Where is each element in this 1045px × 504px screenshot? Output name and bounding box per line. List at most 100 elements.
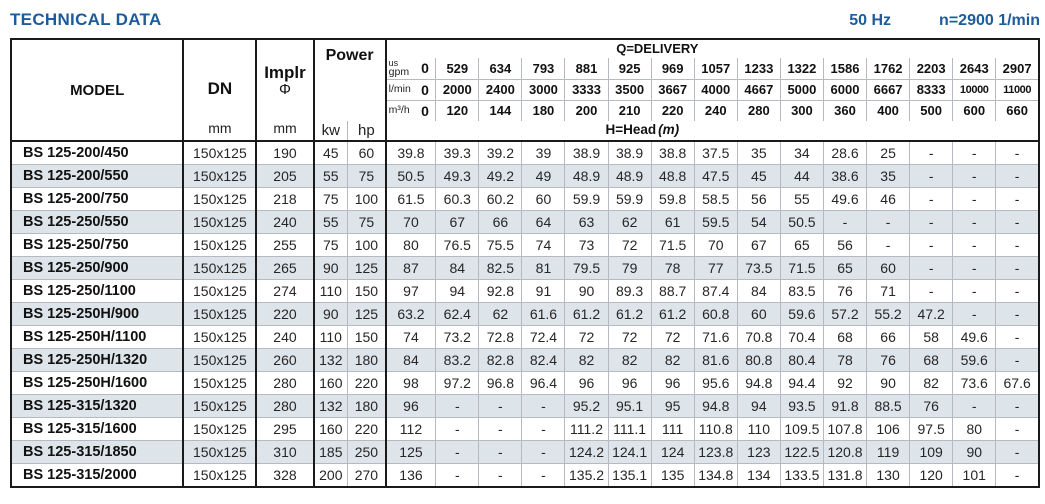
- head-label: H=Head: [605, 122, 657, 137]
- flow-value-cell: 220: [650, 99, 695, 121]
- head-value-cell: 35: [736, 140, 781, 165]
- model-cell: BS 125-315/2000: [11, 463, 184, 487]
- head-value-cell: 83.2: [435, 348, 479, 372]
- head-value-cell: 38.8: [650, 140, 695, 165]
- head-value-cell: 76: [909, 394, 953, 418]
- head-value-cell: -: [909, 140, 953, 165]
- hp-cell: 125: [347, 302, 386, 326]
- table-row: BS 125-250H/1320 150x125 260 132 180 84 83.2 82…: [11, 348, 1039, 372]
- head-value-cell: 39.3: [435, 140, 479, 165]
- flow-value-cell: 2000: [435, 78, 479, 100]
- table-row: BS 125-250/550 150x125 240 55 75 70 67 66 64 63 62…: [11, 210, 1039, 234]
- head-value-cell: -: [909, 256, 953, 280]
- head-value-cell: 135.1: [607, 463, 652, 487]
- hp-cell: 250: [347, 440, 386, 464]
- head-value-cell: 39.8: [384, 140, 436, 165]
- table-row: BS 125-250/750 150x125 255 75 100 80 76.5 75.5 7…: [11, 233, 1039, 257]
- head-value-cell: 124.1: [607, 440, 652, 464]
- head-value-cell: -: [952, 210, 996, 234]
- hp-cell: 100: [347, 233, 386, 257]
- head-value-cell: 96: [607, 371, 652, 395]
- model-cell: BS 125-250H/1320: [11, 348, 184, 372]
- head-value-cell: 82.8: [478, 348, 522, 372]
- head-value-cell: 62.4: [435, 302, 479, 326]
- head-value-cell: 96: [650, 371, 695, 395]
- hp-cell: 220: [347, 371, 386, 395]
- head-value-cell: 110.8: [693, 417, 738, 441]
- head-value-cell: -: [909, 279, 953, 303]
- flow-value-cell: 634: [478, 58, 522, 79]
- kw-unit-label: kw: [312, 121, 348, 142]
- table-row: BS 125-250/1100 150x125 274 110 150 97 94 92.8 9…: [11, 279, 1039, 303]
- head-value-cell: 72: [564, 325, 609, 349]
- head-value-cell: 59.5: [693, 210, 738, 234]
- head-value-cell: -: [952, 140, 996, 165]
- head-value-cell: 60: [521, 187, 565, 211]
- dn-cell: 150x125: [182, 140, 257, 165]
- head-value-cell: 87.4: [693, 279, 738, 303]
- flow-value-cell: 280: [736, 99, 781, 121]
- flow-value-cell: 240: [693, 99, 738, 121]
- flow-value-cell: 925: [607, 58, 652, 79]
- head-value-cell: 67: [435, 210, 479, 234]
- head-value-cell: 107.8: [822, 417, 867, 441]
- head-value-cell: 74: [384, 325, 436, 349]
- head-value-cell: 44: [779, 164, 824, 188]
- flow-value-cell: 180: [521, 99, 565, 121]
- speed-label: n=2900 1/min: [939, 12, 1040, 29]
- head-value-cell: 91.8: [822, 394, 867, 418]
- head-value-cell: -: [952, 302, 996, 326]
- head-value-cell: 109.5: [779, 417, 824, 441]
- flow-value-cell: 969: [650, 58, 695, 79]
- head-value-cell: 50.5: [779, 210, 824, 234]
- table-row: BS 125-315/1850 150x125 310 185 250 125- - -124…: [11, 440, 1039, 464]
- kw-cell: 132: [312, 394, 348, 418]
- head-value-cell: 72: [650, 325, 695, 349]
- head-value-cell: 125: [384, 440, 436, 464]
- head-value-cell: 66: [478, 210, 522, 234]
- head-value-cell: 71.6: [693, 325, 738, 349]
- head-value-cell: 59.8: [650, 187, 695, 211]
- flow-row-m3h: m³/h 0 120 144 180 200 210 220 240 280 300 360 400 50…: [11, 99, 1039, 121]
- head-value-cell: 119: [866, 440, 910, 464]
- head-value-cell: 38.6: [822, 164, 867, 188]
- table-body: BS 125-200/450 150x125 190 45 60 39.8 39.3 39.2…: [11, 140, 1039, 487]
- head-value-cell: 82: [650, 348, 695, 372]
- kw-cell: 110: [312, 325, 348, 349]
- flow-value-cell: 793: [521, 58, 565, 79]
- head-value-cell: 106: [866, 417, 910, 441]
- head-value-cell: -: [478, 440, 522, 464]
- hp-cell: 150: [347, 325, 386, 349]
- head-value-cell: -: [952, 233, 996, 257]
- head-value-cell: 60: [736, 302, 781, 326]
- flow-value-cell: 360: [822, 99, 867, 121]
- head-value-cell: 49: [521, 164, 565, 188]
- head-value-cell: 70.8: [736, 325, 781, 349]
- head-unit-label: (m): [658, 122, 680, 137]
- head-value-cell: 134.8: [693, 463, 738, 487]
- head-value-cell: 60.8: [693, 302, 738, 326]
- head-value-cell: 94.8: [693, 394, 738, 418]
- flow-value-cell: 1233: [736, 58, 781, 79]
- table-row: BS 125-200/450 150x125 190 45 60 39.8 39.3 39.2…: [11, 140, 1039, 165]
- impeller-cell: 328: [255, 463, 314, 487]
- flow-unit-cell: us gpm 0: [384, 58, 436, 79]
- dn-label: DN: [207, 78, 233, 98]
- head-value-cell: 61.2: [607, 302, 652, 326]
- head-value-cell: 70: [384, 210, 436, 234]
- impeller-cell: 218: [255, 187, 314, 211]
- head-value-cell: 61: [650, 210, 695, 234]
- operating-conditions: 50 Hz n=2900 1/min: [849, 12, 1040, 30]
- head-value-cell: 28.6: [822, 140, 867, 165]
- hp-cell: 100: [347, 187, 386, 211]
- page-title: TECHNICAL DATA: [10, 10, 162, 29]
- head-value-cell: 79: [607, 256, 652, 280]
- flow-value-cell: 6000: [822, 78, 867, 100]
- head-row-label: H=Head (m): [384, 121, 1039, 142]
- dn-cell: 150x125: [182, 187, 257, 211]
- head-value-cell: 57.2: [822, 302, 867, 326]
- head-value-cell: -: [521, 417, 565, 441]
- head-value-cell: 80: [952, 417, 996, 441]
- head-value-cell: 38.9: [564, 140, 609, 165]
- impeller-label: Implr: [264, 63, 306, 83]
